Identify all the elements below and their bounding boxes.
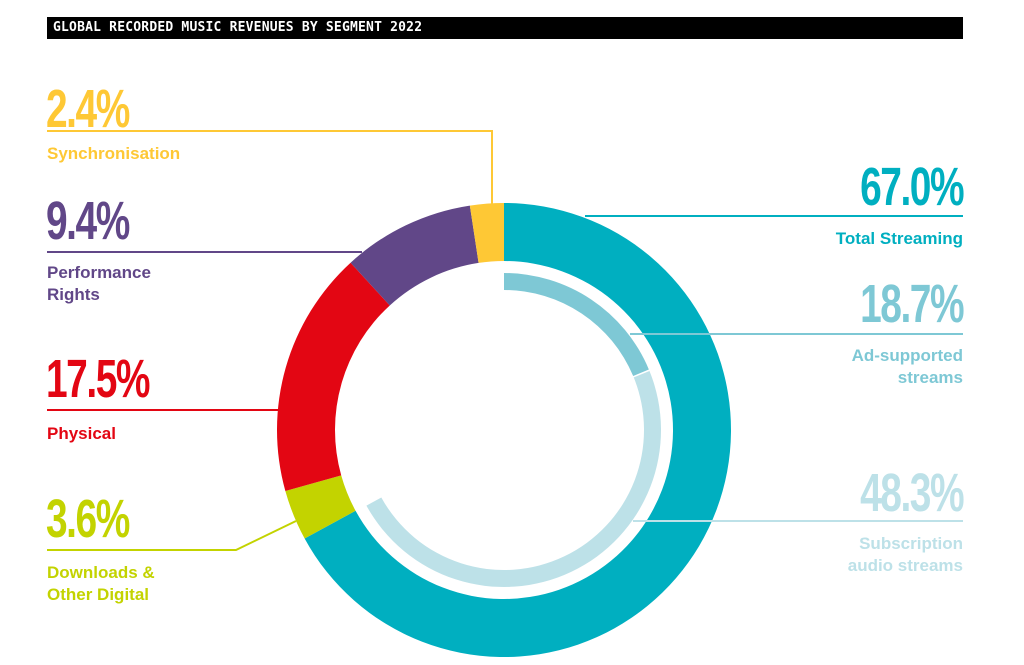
physical-label: Physical bbox=[47, 424, 116, 443]
ad-supported-label-line2: streams bbox=[897, 368, 963, 387]
performance-segment bbox=[350, 205, 479, 306]
performance-label-line1: Performance bbox=[47, 263, 151, 282]
synchronisation-leader-line bbox=[47, 130, 493, 206]
synchronisation-percent: 2.4% bbox=[46, 79, 130, 139]
performance-percent: 9.4% bbox=[46, 191, 130, 251]
downloads-label-line2: Other Digital bbox=[47, 585, 150, 604]
subscription-percent: 48.3% bbox=[859, 463, 964, 523]
physical-percent: 17.5% bbox=[46, 349, 150, 409]
chart-title-bar: GLOBAL RECORDED MUSIC REVENUES BY SEGMEN… bbox=[47, 17, 963, 39]
downloads-label-line1: Downloads & bbox=[47, 563, 155, 582]
subscription-label-line2: audio streams bbox=[847, 556, 963, 575]
physical-segment bbox=[276, 262, 390, 491]
downloads-leader-line bbox=[47, 520, 297, 551]
ad-supported-segment bbox=[504, 273, 649, 377]
streaming-percent: 67.0% bbox=[859, 157, 964, 217]
streaming-label: Total Streaming bbox=[835, 229, 963, 248]
performance-label-line2: Rights bbox=[47, 285, 100, 304]
synchronisation-label: Synchronisation bbox=[47, 144, 181, 163]
chart-title: GLOBAL RECORDED MUSIC REVENUES BY SEGMEN… bbox=[53, 20, 423, 35]
ad-supported-label-line1: Ad-supported bbox=[851, 346, 963, 365]
downloads-percent: 3.6% bbox=[46, 489, 130, 549]
subscription-segment bbox=[366, 370, 661, 587]
ad-supported-percent: 18.7% bbox=[859, 274, 964, 334]
synchronisation-segment bbox=[469, 203, 504, 263]
downloads-segment bbox=[285, 475, 356, 539]
subscription-label-line1: Subscription bbox=[859, 534, 963, 553]
